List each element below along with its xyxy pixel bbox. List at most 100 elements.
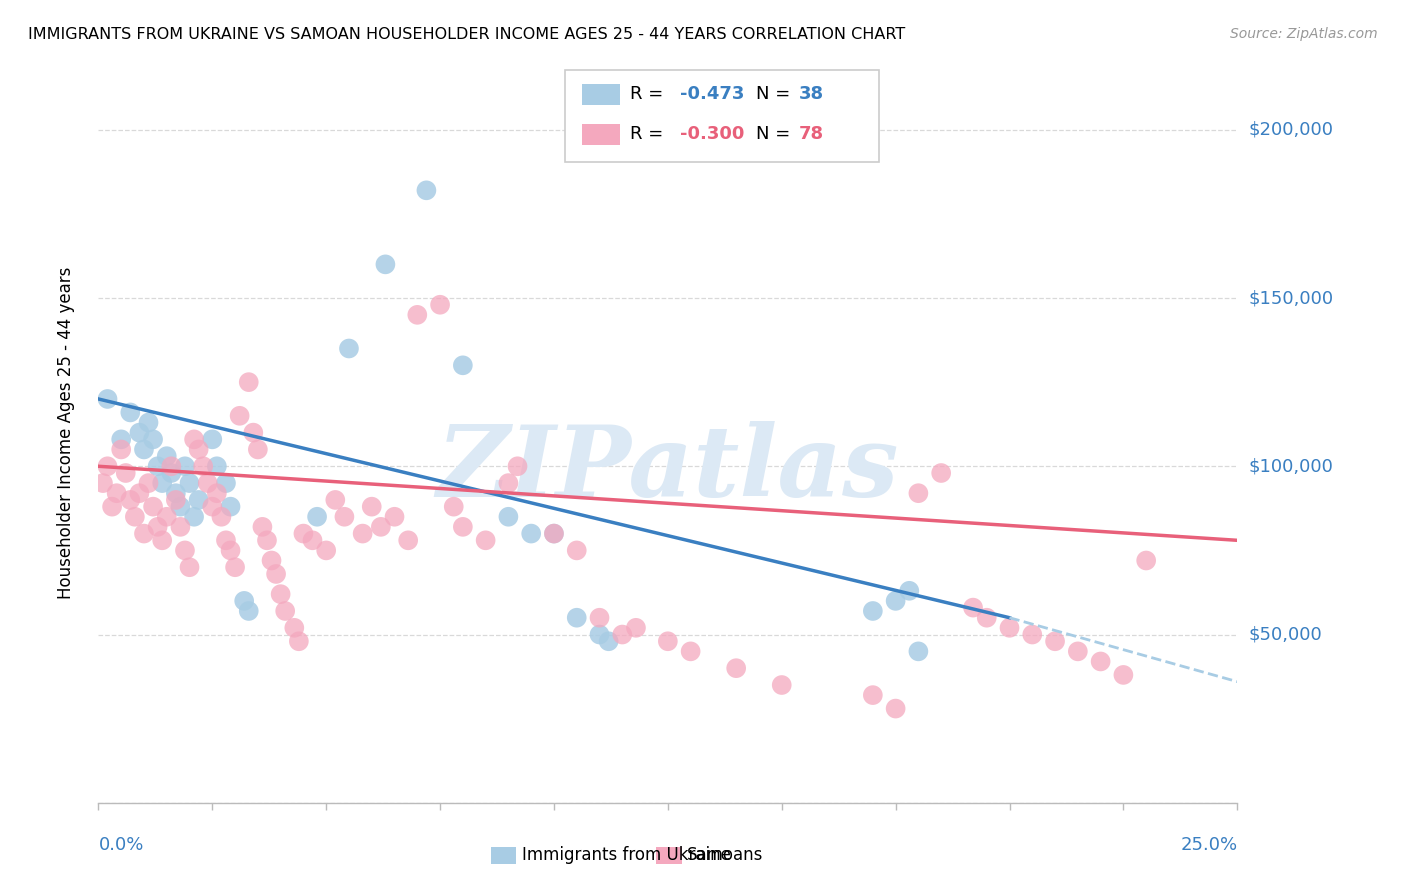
Point bbox=[415, 183, 437, 197]
Point bbox=[150, 533, 173, 548]
Point bbox=[96, 392, 118, 406]
Point bbox=[862, 688, 884, 702]
Point bbox=[260, 553, 283, 567]
Point bbox=[156, 449, 179, 463]
Point bbox=[242, 425, 264, 440]
Point bbox=[201, 433, 224, 447]
Point bbox=[907, 486, 929, 500]
Point bbox=[565, 610, 588, 624]
Point bbox=[474, 533, 496, 548]
Point bbox=[657, 634, 679, 648]
Point bbox=[169, 500, 191, 514]
Point bbox=[101, 500, 124, 514]
Text: $50,000: $50,000 bbox=[1249, 625, 1322, 643]
Point bbox=[301, 533, 323, 548]
Point bbox=[370, 520, 392, 534]
Point bbox=[451, 520, 474, 534]
Point bbox=[174, 459, 197, 474]
Point bbox=[315, 543, 337, 558]
Point bbox=[307, 509, 329, 524]
Point bbox=[1067, 644, 1090, 658]
Point bbox=[588, 627, 610, 641]
Text: Immigrants from Ukraine: Immigrants from Ukraine bbox=[522, 847, 731, 864]
Point bbox=[209, 509, 232, 524]
Point bbox=[520, 526, 543, 541]
Point bbox=[205, 486, 228, 500]
Point bbox=[770, 678, 793, 692]
Point bbox=[543, 526, 565, 541]
Point bbox=[128, 486, 150, 500]
Point bbox=[132, 526, 155, 541]
Point bbox=[169, 520, 191, 534]
Point bbox=[96, 459, 118, 474]
Point bbox=[197, 476, 219, 491]
Point bbox=[884, 594, 907, 608]
Point bbox=[165, 492, 187, 507]
Point bbox=[907, 644, 929, 658]
Point bbox=[120, 405, 142, 419]
Text: IMMIGRANTS FROM UKRAINE VS SAMOAN HOUSEHOLDER INCOME AGES 25 - 44 YEARS CORRELAT: IMMIGRANTS FROM UKRAINE VS SAMOAN HOUSEH… bbox=[28, 27, 905, 42]
FancyBboxPatch shape bbox=[657, 847, 682, 863]
Point bbox=[396, 533, 419, 548]
Point bbox=[142, 500, 165, 514]
Text: N =: N = bbox=[755, 86, 796, 103]
Point bbox=[228, 409, 250, 423]
Point bbox=[884, 701, 907, 715]
Point bbox=[862, 604, 884, 618]
Text: $150,000: $150,000 bbox=[1249, 289, 1333, 307]
Point bbox=[624, 621, 647, 635]
Point bbox=[374, 257, 396, 271]
Point bbox=[246, 442, 269, 457]
Point bbox=[165, 486, 187, 500]
Point bbox=[1112, 668, 1135, 682]
Point bbox=[238, 375, 260, 389]
Point bbox=[238, 604, 260, 618]
Point bbox=[138, 416, 160, 430]
Point bbox=[187, 442, 209, 457]
Point bbox=[283, 621, 305, 635]
Point bbox=[1043, 634, 1066, 648]
Point bbox=[998, 621, 1021, 635]
Text: 0.0%: 0.0% bbox=[98, 836, 143, 855]
Point bbox=[233, 594, 256, 608]
Point bbox=[132, 442, 155, 457]
Point bbox=[110, 442, 132, 457]
Text: 25.0%: 25.0% bbox=[1180, 836, 1237, 855]
FancyBboxPatch shape bbox=[582, 84, 620, 104]
Point bbox=[110, 433, 132, 447]
Text: -0.473: -0.473 bbox=[681, 86, 745, 103]
Point bbox=[114, 466, 136, 480]
Point bbox=[679, 644, 702, 658]
Point bbox=[962, 600, 984, 615]
Point bbox=[201, 500, 224, 514]
Point bbox=[406, 308, 429, 322]
Point bbox=[156, 509, 179, 524]
Point bbox=[219, 500, 242, 514]
Text: $200,000: $200,000 bbox=[1249, 120, 1333, 139]
Text: Samoans: Samoans bbox=[688, 847, 763, 864]
Point bbox=[288, 634, 311, 648]
Point bbox=[179, 476, 201, 491]
Point bbox=[506, 459, 529, 474]
Point bbox=[598, 634, 620, 648]
Text: ZIPatlas: ZIPatlas bbox=[437, 421, 898, 518]
Point bbox=[929, 466, 952, 480]
Point bbox=[120, 492, 142, 507]
Text: -0.300: -0.300 bbox=[681, 125, 745, 144]
Point bbox=[193, 459, 215, 474]
Point bbox=[292, 526, 315, 541]
Point bbox=[323, 492, 346, 507]
Point bbox=[725, 661, 748, 675]
Text: $100,000: $100,000 bbox=[1249, 458, 1333, 475]
Point bbox=[543, 526, 565, 541]
Point bbox=[150, 476, 173, 491]
Point bbox=[183, 433, 205, 447]
Text: 38: 38 bbox=[799, 86, 824, 103]
Point bbox=[160, 466, 183, 480]
Point bbox=[128, 425, 150, 440]
FancyBboxPatch shape bbox=[582, 124, 620, 145]
Point bbox=[138, 476, 160, 491]
Y-axis label: Householder Income Ages 25 - 44 years: Householder Income Ages 25 - 44 years bbox=[56, 267, 75, 599]
Point bbox=[270, 587, 292, 601]
Point bbox=[146, 459, 169, 474]
